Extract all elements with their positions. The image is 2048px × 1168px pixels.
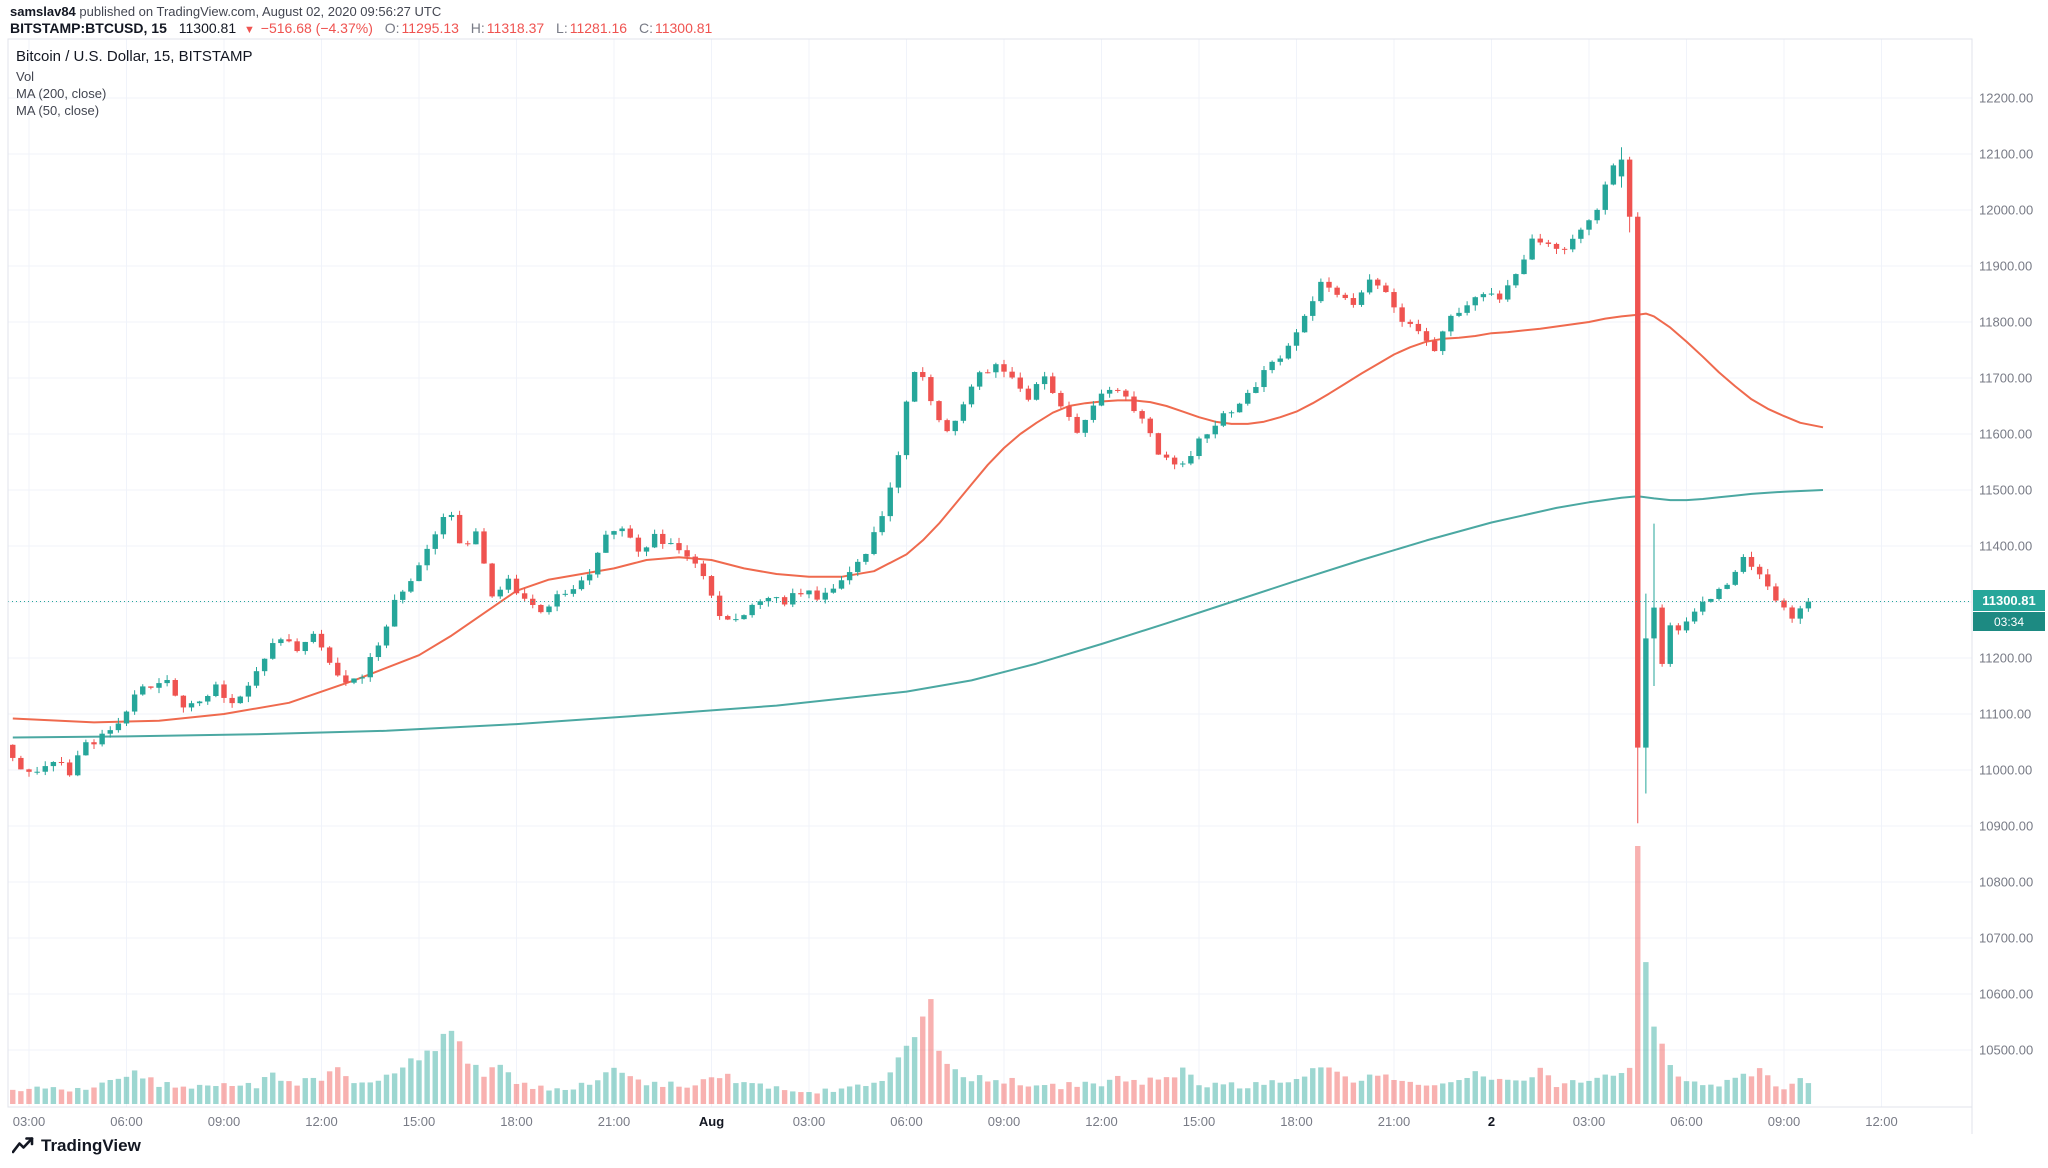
svg-text:03:00: 03:00 <box>13 1114 46 1129</box>
svg-text:21:00: 21:00 <box>598 1114 631 1129</box>
svg-text:11500.00: 11500.00 <box>1979 483 2032 498</box>
legend-ma200[interactable]: MA (200, close) <box>16 86 107 101</box>
legend-title[interactable]: Bitcoin / U.S. Dollar, 15, BITSTAMP <box>16 48 253 65</box>
svg-text:11000.00: 11000.00 <box>1979 763 2032 778</box>
svg-text:10700.00: 10700.00 <box>1979 931 2033 946</box>
price-change: −516.68 (−4.37%) <box>260 20 373 36</box>
grid-lines <box>8 39 1972 1107</box>
svg-text:03:00: 03:00 <box>793 1114 826 1129</box>
svg-text:12100.00: 12100.00 <box>1979 147 2033 162</box>
svg-text:11800.00: 11800.00 <box>1979 315 2032 330</box>
svg-text:11400.00: 11400.00 <box>1979 539 2032 554</box>
svg-text:10900.00: 10900.00 <box>1979 819 2033 834</box>
svg-text:12000.00: 12000.00 <box>1979 203 2033 218</box>
plot-border <box>7 38 1973 1134</box>
svg-text:12200.00: 12200.00 <box>1979 91 2033 106</box>
svg-text:15:00: 15:00 <box>403 1114 436 1129</box>
tradingview-watermark[interactable]: TradingView <box>12 1136 141 1156</box>
svg-text:10500.00: 10500.00 <box>1979 1043 2033 1058</box>
svg-text:12:00: 12:00 <box>1865 1114 1898 1129</box>
svg-text:18:00: 18:00 <box>500 1114 533 1129</box>
candlestick-series[interactable] <box>10 147 1812 824</box>
svg-text:03:00: 03:00 <box>1573 1114 1606 1129</box>
svg-text:09:00: 09:00 <box>208 1114 241 1129</box>
time-axis[interactable]: 03:00 06:00 09:00 12:00 15:00 18:00 21:00 Aug 03… <box>13 1114 1898 1129</box>
symbol-status-line: BITSTAMP:BTCUSD, 15 11300.81 ▼ −516.68 (… <box>10 20 712 36</box>
svg-text:12:00: 12:00 <box>1085 1114 1118 1129</box>
svg-text:Aug: Aug <box>699 1114 724 1129</box>
candle-countdown-badge: 03:34 <box>1973 612 2045 631</box>
svg-text:10600.00: 10600.00 <box>1979 987 2033 1002</box>
svg-text:11700.00: 11700.00 <box>1979 371 2032 386</box>
high-value: 11318.37 <box>486 20 545 36</box>
brand-name: TradingView <box>41 1136 141 1155</box>
svg-text:06:00: 06:00 <box>1670 1114 1703 1129</box>
svg-text:06:00: 06:00 <box>890 1114 923 1129</box>
high-label: H: <box>470 20 485 36</box>
price-axis[interactable]: 10500.00 10600.00 10700.00 10800.00 10900.00… <box>1979 91 2033 1058</box>
low-label: L: <box>556 20 568 36</box>
svg-text:11200.00: 11200.00 <box>1979 651 2032 666</box>
last-price: 11300.81 <box>178 20 237 36</box>
svg-text:10800.00: 10800.00 <box>1979 875 2033 890</box>
svg-text:21:00: 21:00 <box>1378 1114 1411 1129</box>
current-price-badge: 11300.81 <box>1973 590 2045 611</box>
low-value: 11281.16 <box>569 20 628 36</box>
svg-text:18:00: 18:00 <box>1280 1114 1313 1129</box>
open-value: 11295.13 <box>401 20 459 36</box>
volume-series <box>10 846 1812 1104</box>
open-label: O: <box>384 20 400 36</box>
svg-text:11900.00: 11900.00 <box>1979 259 2032 274</box>
tradingview-logo-icon <box>12 1137 34 1154</box>
down-triangle-icon: ▼ <box>244 24 255 36</box>
close-label: C: <box>638 20 653 36</box>
author-name[interactable]: samslav84 <box>10 4 76 19</box>
ma-lines <box>12 312 1824 739</box>
published-line: samslav84 published on TradingView.com, … <box>10 4 441 19</box>
svg-text:11600.00: 11600.00 <box>1979 427 2032 442</box>
svg-text:11100.00: 11100.00 <box>1979 707 2031 722</box>
svg-text:09:00: 09:00 <box>1768 1114 1801 1129</box>
published-info: published on TradingView.com, August 02,… <box>75 4 442 19</box>
close-value: 11300.81 <box>654 20 713 36</box>
svg-text:15:00: 15:00 <box>1183 1114 1216 1129</box>
svg-text:12:00: 12:00 <box>305 1114 338 1129</box>
svg-text:2: 2 <box>1488 1114 1495 1129</box>
legend-volume[interactable]: Vol <box>16 69 35 84</box>
symbol-label[interactable]: BITSTAMP:BTCUSD, 15 <box>10 20 167 36</box>
svg-text:09:00: 09:00 <box>988 1114 1021 1129</box>
chart-legend: Bitcoin / U.S. Dollar, 15, BITSTAMP Vol … <box>16 48 252 119</box>
legend-ma50[interactable]: MA (50, close) <box>16 103 100 118</box>
svg-text:06:00: 06:00 <box>110 1114 143 1129</box>
